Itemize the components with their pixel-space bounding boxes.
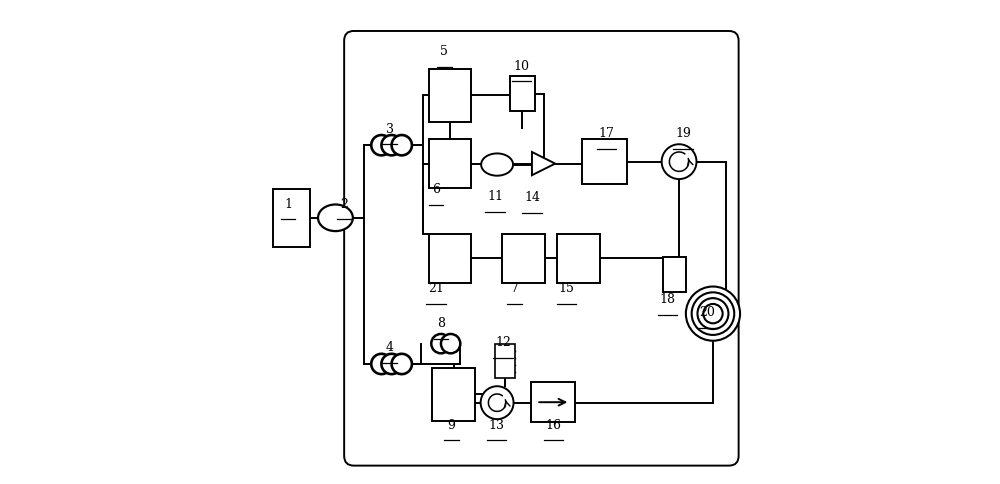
- Circle shape: [703, 304, 723, 323]
- Circle shape: [481, 386, 514, 419]
- Circle shape: [441, 334, 460, 353]
- Text: 3: 3: [386, 122, 394, 136]
- Circle shape: [371, 135, 392, 155]
- Bar: [495, 344, 515, 378]
- Text: 15: 15: [559, 282, 575, 295]
- Text: 19: 19: [675, 127, 691, 140]
- Text: 18: 18: [659, 293, 675, 306]
- Circle shape: [392, 354, 412, 374]
- Text: 2: 2: [340, 197, 348, 211]
- Text: 11: 11: [487, 190, 503, 203]
- Text: 10: 10: [514, 60, 530, 73]
- Bar: [429, 69, 471, 122]
- Circle shape: [662, 144, 697, 179]
- Text: 13: 13: [489, 419, 505, 432]
- Text: 4: 4: [386, 341, 394, 354]
- Circle shape: [697, 298, 728, 329]
- Circle shape: [381, 354, 402, 374]
- Text: 20: 20: [699, 306, 715, 319]
- Circle shape: [692, 292, 734, 335]
- Bar: [273, 189, 310, 247]
- Circle shape: [686, 287, 740, 341]
- Bar: [663, 257, 686, 292]
- Bar: [502, 234, 545, 283]
- Polygon shape: [532, 152, 555, 175]
- Bar: [429, 139, 471, 188]
- Text: 9: 9: [448, 419, 456, 432]
- Text: 5: 5: [440, 45, 448, 58]
- Circle shape: [392, 135, 412, 155]
- Bar: [429, 234, 471, 283]
- Bar: [510, 76, 535, 111]
- Bar: [531, 382, 575, 422]
- Bar: [582, 139, 627, 184]
- Bar: [557, 234, 600, 283]
- Circle shape: [381, 135, 402, 155]
- Text: 21: 21: [428, 282, 444, 295]
- Text: 7: 7: [511, 282, 518, 295]
- Text: 6: 6: [432, 183, 440, 196]
- Ellipse shape: [318, 204, 353, 231]
- Text: 1: 1: [284, 197, 292, 211]
- Ellipse shape: [481, 153, 513, 176]
- Text: 14: 14: [524, 191, 540, 204]
- Text: 16: 16: [545, 419, 561, 432]
- Text: 8: 8: [437, 317, 445, 330]
- Bar: [432, 368, 475, 421]
- FancyBboxPatch shape: [344, 31, 739, 466]
- Text: 12: 12: [495, 336, 511, 349]
- Text: 17: 17: [599, 127, 614, 140]
- Circle shape: [431, 334, 451, 353]
- Circle shape: [371, 354, 392, 374]
